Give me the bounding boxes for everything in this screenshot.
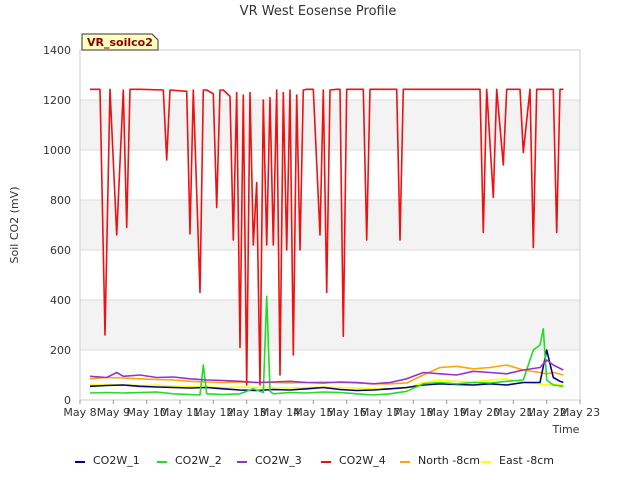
x-tick-label: May 15 bbox=[293, 406, 333, 419]
site-badge-label: VR_soilco2 bbox=[87, 36, 153, 49]
legend-label: East -8cm bbox=[499, 454, 554, 467]
y-axis: 0 200 400 600 800 1000 1200 1400 bbox=[43, 44, 71, 407]
x-tick-label: May 22 bbox=[527, 406, 567, 419]
y-tick-label: 1400 bbox=[43, 44, 71, 57]
site-badge: VR_soilco2 bbox=[81, 33, 159, 51]
y-tick-label: 800 bbox=[50, 194, 71, 207]
y-tick-label: 400 bbox=[50, 294, 71, 307]
x-tick-label: May 17 bbox=[360, 406, 400, 419]
series-line-co2w-4 bbox=[90, 88, 564, 386]
x-tick-label: May 20 bbox=[460, 406, 500, 419]
x-tick-label: May 13 bbox=[227, 406, 267, 419]
legend-item: East -8cm bbox=[481, 454, 554, 467]
legend-label: CO2W_4 bbox=[339, 454, 386, 467]
y-axis-title: Soil CO2 (mV) bbox=[8, 187, 21, 264]
legend-label: CO2W_2 bbox=[175, 454, 222, 467]
grid-band bbox=[80, 200, 580, 250]
chart-title: VR West Eosense Profile bbox=[240, 4, 397, 19]
legend-label: North -8cm bbox=[418, 454, 480, 467]
legend-label: CO2W_3 bbox=[255, 454, 302, 467]
x-tick-label: May 11 bbox=[160, 406, 200, 419]
legend-item: CO2W_1 bbox=[75, 454, 140, 467]
x-tick-label: May 19 bbox=[427, 406, 467, 419]
y-tick-label: 200 bbox=[50, 344, 71, 357]
legend-item: CO2W_2 bbox=[157, 454, 222, 467]
series-line-east-8cm bbox=[89, 377, 564, 390]
y-tick-label: 600 bbox=[50, 244, 71, 257]
legend-item: CO2W_4 bbox=[321, 454, 386, 467]
legend-item: CO2W_3 bbox=[237, 454, 302, 467]
series-line-co2w-2 bbox=[89, 295, 564, 396]
x-axis-title: Time bbox=[552, 423, 580, 436]
y-tick-label: 1200 bbox=[43, 94, 71, 107]
grid-bands bbox=[80, 100, 580, 350]
x-tick-label: May 14 bbox=[260, 406, 300, 419]
x-tick-label: May 23 bbox=[560, 406, 600, 419]
y-tick-label: 1000 bbox=[43, 144, 71, 157]
x-tick-label: May 8 bbox=[63, 406, 96, 419]
x-tick-label: May 9 bbox=[97, 406, 130, 419]
plot-area bbox=[79, 49, 581, 401]
x-tick-label: May 18 bbox=[393, 406, 433, 419]
series-line-co2w-1 bbox=[89, 349, 564, 392]
grid-band bbox=[80, 300, 580, 350]
x-tick-label: May 21 bbox=[493, 406, 533, 419]
series-line-north-8cm bbox=[89, 364, 564, 385]
x-tick-label: May 10 bbox=[127, 406, 167, 419]
series-line-co2w-3 bbox=[89, 359, 564, 385]
y-tick-label: 0 bbox=[64, 394, 71, 407]
x-tick-label: May 12 bbox=[193, 406, 233, 419]
legend-item: North -8cm bbox=[400, 454, 480, 467]
legend: CO2W_1 CO2W_2 CO2W_3 CO2W_4 North -8cm East -… bbox=[75, 454, 554, 467]
series-lines bbox=[89, 88, 564, 396]
x-tick-label: May 16 bbox=[327, 406, 367, 419]
legend-label: CO2W_1 bbox=[93, 454, 140, 467]
